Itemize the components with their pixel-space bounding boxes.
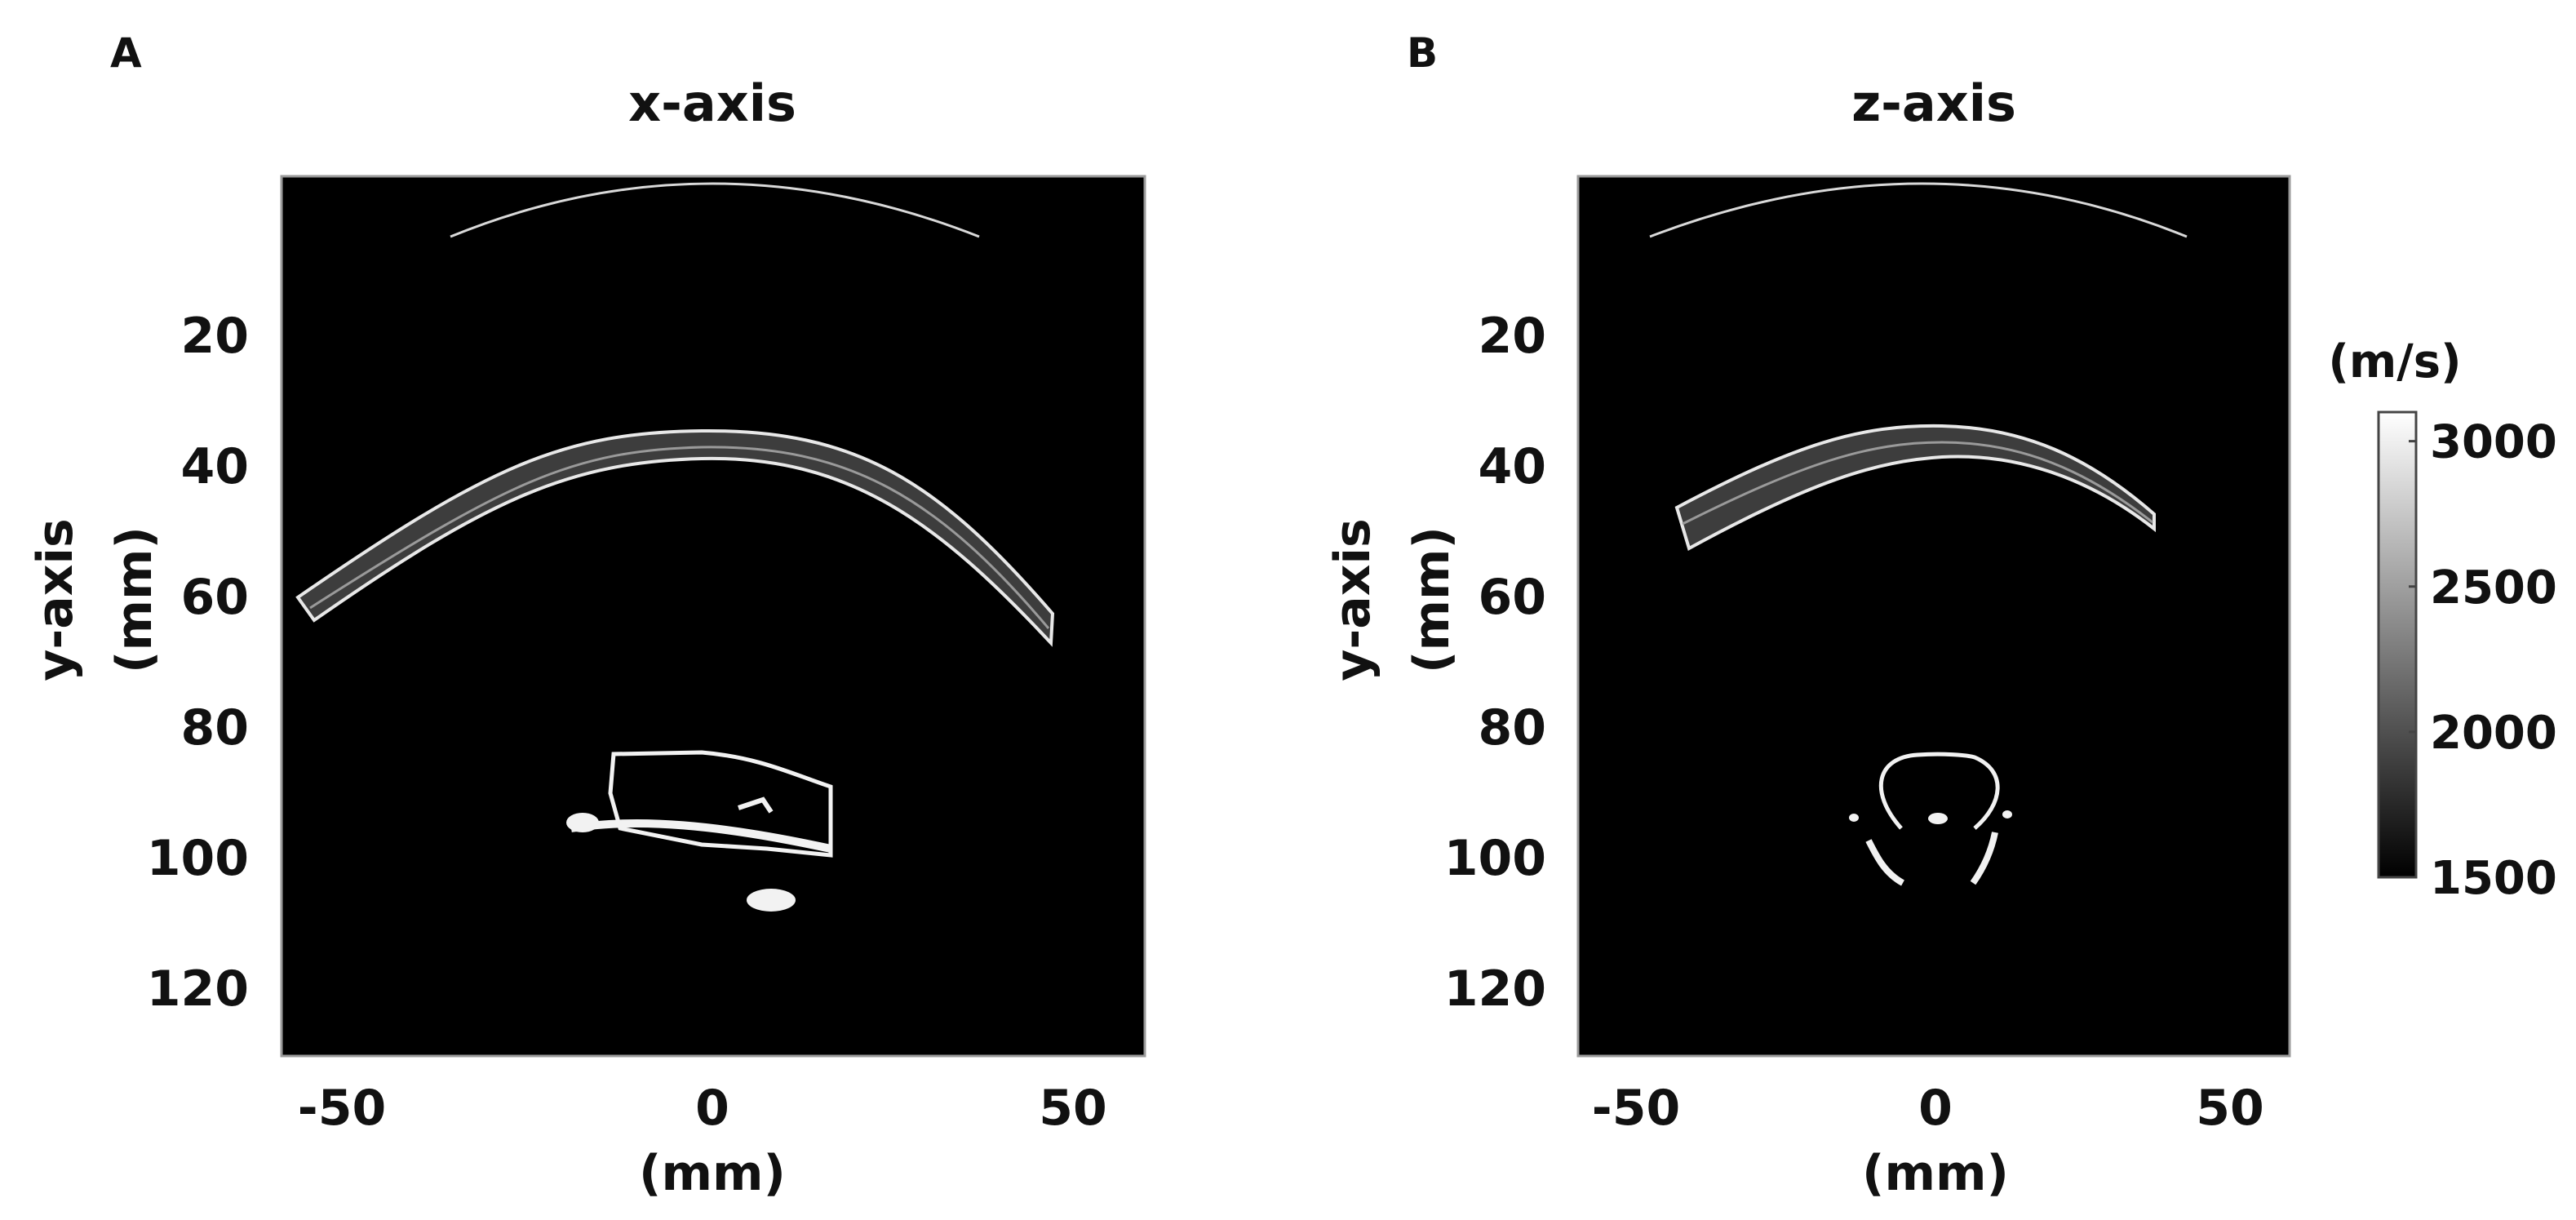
panel-a-x-ticks: -50 0 50 bbox=[298, 1080, 1107, 1137]
panel-b: B z-axis -50 0 50 20 40 60 80 100 120 (m… bbox=[1324, 29, 2291, 1202]
panel-b-y-tick: 20 bbox=[1479, 308, 1547, 365]
panel-a-y-ticks: 20 40 60 80 100 120 bbox=[147, 308, 249, 1018]
panel-a-x-tick: 0 bbox=[695, 1080, 729, 1137]
panel-b-transducer-arc bbox=[1649, 182, 2188, 238]
panel-b-inner-structure bbox=[1878, 752, 2000, 830]
panel-a-y-tick: 100 bbox=[147, 830, 249, 887]
panel-a-blob-left bbox=[566, 813, 599, 832]
panel-a-letter: A bbox=[110, 29, 142, 77]
panel-a-x-tick: 50 bbox=[1039, 1080, 1107, 1137]
panel-b-inner-blob bbox=[2002, 810, 2012, 819]
colorbar-ticks: 1500 2000 2500 3000 bbox=[2409, 416, 2557, 905]
panel-b-inner-blob bbox=[1849, 814, 1859, 822]
panel-a-x-label: (mm) bbox=[639, 1145, 786, 1202]
panel-a-x-tick: -50 bbox=[298, 1080, 386, 1137]
panel-a-y-label-unit: (mm) bbox=[106, 526, 163, 673]
panel-a-y-tick: 40 bbox=[181, 438, 250, 495]
panel-a-y-tick: 20 bbox=[181, 308, 250, 365]
panel-a-skull-band bbox=[295, 428, 1055, 647]
colorbar-gradient bbox=[2377, 410, 2418, 879]
panel-b-inner-blob bbox=[1928, 813, 1948, 824]
panel-a-transducer-arc bbox=[450, 182, 980, 238]
panel-b-y-tick: 80 bbox=[1479, 699, 1547, 756]
panel-b-y-tick: 100 bbox=[1444, 830, 1546, 887]
panel-b-y-label: y-axis bbox=[1324, 518, 1381, 681]
colorbar-tick-label: 2500 bbox=[2430, 561, 2557, 614]
panel-a-y-tick: 80 bbox=[181, 699, 250, 756]
panel-a-skull-inner-edge bbox=[309, 446, 1050, 629]
colorbar-tick-label: 2000 bbox=[2430, 707, 2557, 760]
panel-b-x-tick: 50 bbox=[2196, 1080, 2264, 1137]
colorbar-unit-label: (m/s) bbox=[2328, 335, 2461, 388]
panel-a-title: x-axis bbox=[628, 73, 796, 133]
colorbar-tick-label: 1500 bbox=[2430, 852, 2557, 905]
panel-a-inner-fragment bbox=[738, 796, 774, 814]
panel-b-x-ticks: -50 0 50 bbox=[1592, 1080, 2264, 1137]
panel-a-y-tick: 120 bbox=[147, 960, 249, 1018]
panel-b-plot-area bbox=[1576, 175, 2291, 1058]
panel-a-y-tick: 60 bbox=[181, 569, 250, 626]
panel-b-inner-structure-left bbox=[1865, 839, 1905, 886]
panel-b-title: z-axis bbox=[1851, 73, 2016, 133]
panel-b-y-tick: 40 bbox=[1479, 438, 1547, 495]
panel-b-y-label-unit: (mm) bbox=[1403, 526, 1461, 673]
panel-b-x-label: (mm) bbox=[1862, 1145, 2009, 1202]
panel-b-inner-structure-right bbox=[1970, 832, 1998, 885]
colorbar-tick-label: 3000 bbox=[2430, 416, 2557, 469]
panel-b-x-tick: 0 bbox=[1918, 1080, 1953, 1137]
panel-b-skull-inner-edge bbox=[1682, 441, 2153, 526]
panel-b-letter: B bbox=[1407, 29, 1438, 77]
panel-a-y-label: y-axis bbox=[27, 518, 84, 681]
panel-a-blob-bottom bbox=[747, 889, 796, 912]
panel-a-plot-area bbox=[280, 175, 1146, 1058]
panel-b-x-tick: -50 bbox=[1592, 1080, 1680, 1137]
panel-b-y-tick: 60 bbox=[1479, 569, 1547, 626]
colorbar: (m/s) 1500 2000 2500 3000 bbox=[2328, 335, 2557, 905]
panel-a-inner-structure bbox=[608, 750, 833, 858]
panel-b-y-ticks: 20 40 60 80 100 120 bbox=[1444, 308, 1546, 1018]
panel-a: A x-axis -50 0 50 20 40 60 80 100 120 (m… bbox=[27, 29, 1146, 1202]
panel-b-y-tick: 120 bbox=[1444, 960, 1546, 1018]
